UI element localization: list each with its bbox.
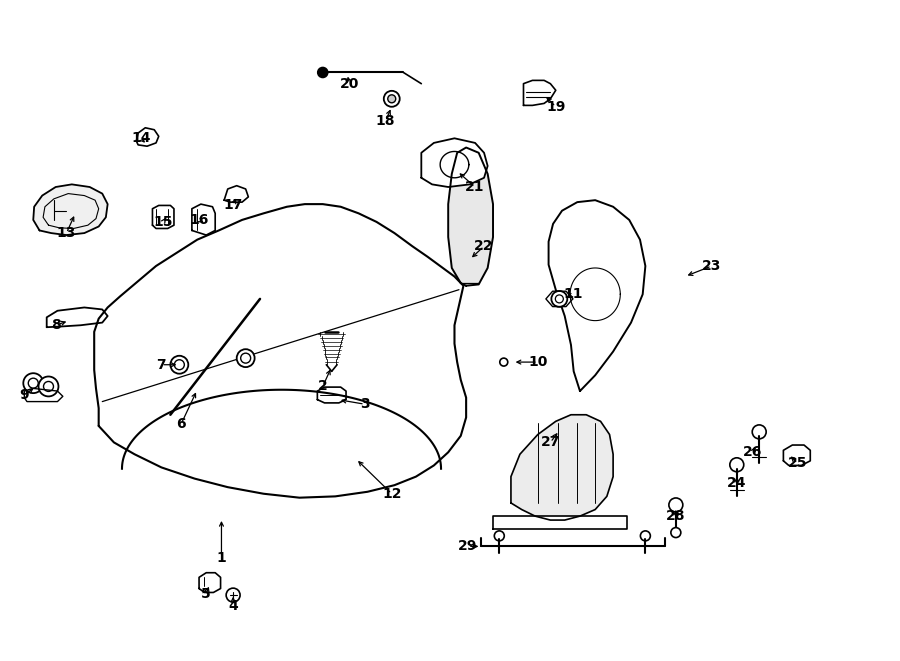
- Text: 19: 19: [546, 100, 565, 114]
- Text: 13: 13: [57, 226, 76, 240]
- Text: 26: 26: [743, 446, 762, 459]
- Polygon shape: [24, 389, 63, 402]
- Circle shape: [23, 373, 43, 393]
- Circle shape: [669, 498, 683, 512]
- Text: 5: 5: [202, 587, 211, 601]
- Text: 7: 7: [157, 358, 166, 371]
- Polygon shape: [318, 387, 346, 403]
- Text: 6: 6: [176, 417, 186, 431]
- Polygon shape: [549, 200, 645, 391]
- Polygon shape: [192, 204, 215, 235]
- Polygon shape: [524, 81, 556, 105]
- Circle shape: [39, 377, 58, 397]
- Text: 9: 9: [20, 388, 29, 402]
- Text: 3: 3: [360, 397, 370, 411]
- Text: 29: 29: [458, 539, 478, 553]
- Text: 25: 25: [788, 457, 807, 471]
- Circle shape: [318, 67, 328, 77]
- Text: 4: 4: [229, 599, 238, 613]
- Polygon shape: [136, 128, 158, 146]
- Polygon shape: [33, 184, 108, 235]
- Polygon shape: [448, 147, 493, 286]
- Polygon shape: [783, 445, 810, 465]
- Circle shape: [237, 349, 255, 367]
- Text: 8: 8: [50, 318, 60, 332]
- Circle shape: [170, 356, 188, 373]
- Text: 22: 22: [474, 239, 494, 253]
- Polygon shape: [152, 206, 174, 229]
- Text: 15: 15: [154, 215, 173, 229]
- Text: 18: 18: [375, 114, 395, 128]
- Polygon shape: [511, 414, 613, 520]
- Polygon shape: [421, 138, 488, 187]
- Circle shape: [388, 95, 396, 103]
- Text: 23: 23: [702, 259, 722, 273]
- Circle shape: [641, 531, 651, 541]
- Text: 14: 14: [131, 132, 150, 145]
- Circle shape: [226, 588, 240, 602]
- Polygon shape: [493, 516, 627, 529]
- Polygon shape: [224, 186, 248, 202]
- Text: 16: 16: [189, 213, 209, 227]
- Circle shape: [752, 425, 766, 439]
- Polygon shape: [47, 307, 108, 327]
- Circle shape: [552, 291, 567, 307]
- Polygon shape: [94, 204, 466, 498]
- Circle shape: [494, 531, 504, 541]
- Circle shape: [670, 527, 680, 537]
- Circle shape: [730, 458, 743, 472]
- Text: 27: 27: [541, 436, 560, 449]
- Text: 11: 11: [564, 288, 583, 301]
- Polygon shape: [199, 572, 220, 592]
- Text: 2: 2: [318, 379, 328, 393]
- Text: 1: 1: [217, 551, 226, 564]
- Text: 12: 12: [382, 486, 401, 501]
- Text: 17: 17: [223, 198, 243, 212]
- Text: 21: 21: [465, 180, 485, 194]
- Text: 20: 20: [340, 77, 359, 91]
- Text: 24: 24: [727, 476, 746, 490]
- Text: 28: 28: [666, 509, 686, 523]
- Text: 10: 10: [528, 355, 547, 369]
